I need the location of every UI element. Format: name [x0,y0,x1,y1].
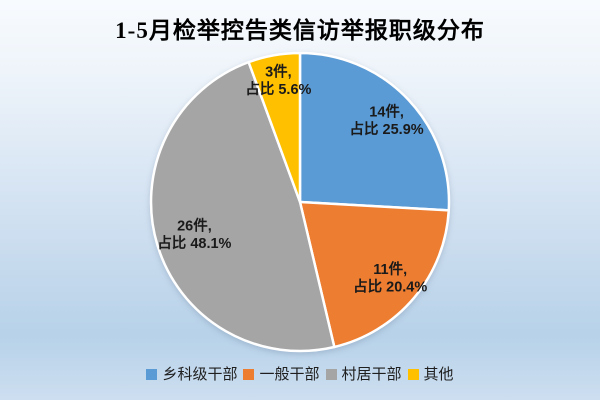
data-label-乡科级干部: 14件,占比 25.9% [350,103,424,139]
legend-swatch-icon [407,369,419,380]
legend-label: 其他 [423,366,454,383]
pie-slice-其他 [247,51,302,204]
legend-item-村居干部: 村居干部 [325,366,402,383]
legend-item-乡科级干部: 乡科级干部 [146,366,237,383]
legend-label: 一般干部 [259,366,320,383]
pie-slices [149,51,451,353]
legend-swatch-icon [325,369,337,380]
pie-slice-乡科级干部 [298,51,451,212]
data-label-村居干部: 26件,占比 48.1% [157,216,231,252]
pie-slice-一般干部 [298,200,451,349]
data-label-其他: 3件,占比 5.6% [245,63,311,99]
legend-label: 乡科级干部 [162,366,238,383]
data-label-一般干部: 11件,占比 20.4% [353,260,427,296]
legend-swatch-icon [243,369,255,380]
legend-item-一般干部: 一般干部 [243,366,320,383]
pie-data-labels: 14件,占比 25.9% 11件,占比 20.4% 26件,占比 48.1% 3件,占… [157,63,427,296]
pie-slice-村居干部 [149,60,336,353]
legend: 乡科级干部 一般干部 村居干部 其他 [0,366,600,383]
legend-swatch-icon [146,369,158,380]
legend-label: 村居干部 [341,366,402,383]
legend-item-其他: 其他 [407,366,454,383]
chart-title: 1-5月检举控告类信访举报职级分布 [115,18,485,43]
